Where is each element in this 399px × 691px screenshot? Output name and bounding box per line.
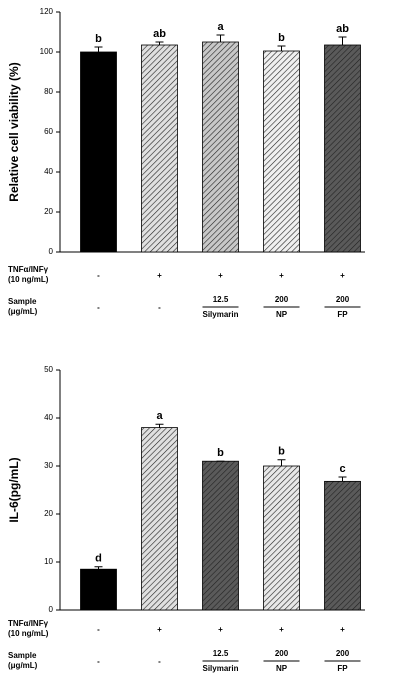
cell-value: 12.5 — [213, 295, 229, 304]
error-bar — [94, 46, 103, 52]
y-tick-label: 40 — [44, 167, 53, 176]
significance-letter: b — [278, 32, 285, 44]
cell-name: Silymarin — [202, 664, 238, 673]
bar — [141, 427, 178, 611]
bar — [263, 465, 300, 611]
bar — [202, 460, 239, 611]
cell: - — [158, 657, 161, 666]
cell: + — [279, 625, 284, 634]
y-tick-label: 30 — [44, 461, 53, 470]
error-bar — [216, 34, 225, 42]
row-label: TNFα/INFγ — [8, 619, 49, 628]
y-tick-label: 80 — [44, 87, 53, 96]
cell: - — [97, 303, 100, 312]
cell: - — [97, 657, 100, 666]
cell-value: 200 — [275, 295, 289, 304]
y-tick-label: 100 — [40, 47, 54, 56]
bar — [324, 480, 361, 611]
row-label: (10 ng/mL) — [8, 629, 49, 638]
y-tick-label: 10 — [44, 557, 53, 566]
row-label: TNFα/INFγ — [8, 265, 49, 274]
row-label: (μg/mL) — [8, 307, 38, 316]
error-bar — [277, 45, 286, 51]
y-tick-label: 60 — [44, 127, 53, 136]
bar — [263, 50, 300, 253]
row-label: Sample — [8, 297, 37, 306]
cell: - — [97, 271, 100, 280]
cell-value: 200 — [336, 649, 350, 658]
cell-name: FP — [337, 664, 348, 673]
significance-letter: d — [95, 553, 102, 565]
significance-letter: a — [217, 21, 224, 33]
error-bar — [277, 459, 286, 466]
y-axis-label: IL-6(pg/mL) — [7, 457, 21, 522]
cell: + — [157, 271, 162, 280]
cell-value: 200 — [275, 649, 289, 658]
significance-letter: ab — [153, 28, 166, 40]
significance-letter: a — [156, 410, 163, 422]
cell-name: FP — [337, 310, 348, 319]
cell-name: NP — [276, 310, 288, 319]
y-tick-label: 120 — [40, 7, 54, 16]
cell-value: 200 — [336, 295, 350, 304]
significance-letter: b — [217, 447, 224, 459]
row-label: (10 ng/mL) — [8, 275, 49, 284]
error-bar — [338, 476, 347, 482]
y-tick-label: 40 — [44, 413, 53, 422]
y-tick-label: 0 — [49, 247, 54, 256]
significance-letter: c — [339, 463, 345, 475]
y-tick-label: 50 — [44, 365, 53, 374]
y-tick-label: 0 — [49, 605, 54, 614]
significance-letter: b — [95, 33, 102, 45]
cell: - — [158, 303, 161, 312]
cell-name: NP — [276, 664, 288, 673]
y-axis-label: Relative cell viability (%) — [7, 62, 21, 201]
bar — [324, 44, 361, 253]
y-tick-label: 20 — [44, 207, 53, 216]
bar — [80, 51, 117, 253]
error-bar — [155, 423, 164, 428]
cell: + — [340, 625, 345, 634]
cell: + — [218, 625, 223, 634]
error-bar — [94, 566, 103, 570]
row-label: (μg/mL) — [8, 661, 38, 670]
cell: + — [340, 271, 345, 280]
significance-letter: ab — [336, 23, 349, 35]
error-bar — [155, 41, 164, 45]
cell: + — [157, 625, 162, 634]
bar — [80, 568, 117, 611]
y-tick-label: 20 — [44, 509, 53, 518]
cell: + — [279, 271, 284, 280]
cell-name: Silymarin — [202, 310, 238, 319]
error-bar — [338, 36, 347, 45]
bar — [141, 44, 178, 253]
bar — [202, 41, 239, 253]
cell: + — [218, 271, 223, 280]
cell-value: 12.5 — [213, 649, 229, 658]
row-label: Sample — [8, 651, 37, 660]
cell: - — [97, 625, 100, 634]
significance-letter: b — [278, 446, 285, 458]
